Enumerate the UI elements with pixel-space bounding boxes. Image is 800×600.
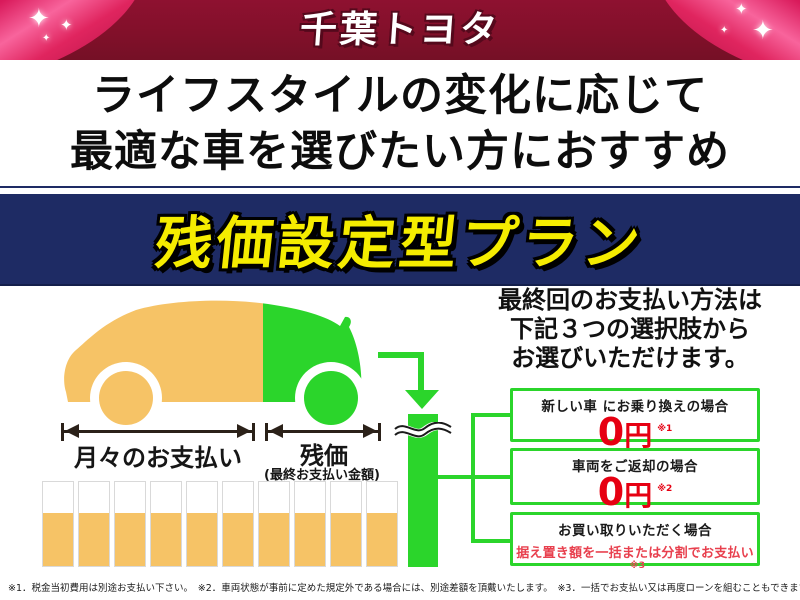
headline: ライフスタイルの変化に応じて 最適な車を選びたい方におすすめ (0, 60, 800, 186)
plan-title: 残価設定型プラン (152, 211, 647, 277)
residual-value-sublabel: (最終お支払い金額) (264, 468, 380, 483)
plan-banner: 残価設定型プラン (0, 194, 800, 286)
option-label: 車両をご返却の場合 (572, 459, 698, 475)
dealer-logo: 千葉トヨタ (298, 8, 502, 51)
sparkle-icon: ✦ (60, 16, 73, 34)
residual-flow-arrow-line (378, 352, 424, 358)
payment-bar (150, 481, 182, 567)
sparkle-icon: ✦ (42, 33, 51, 44)
payment-bar (258, 481, 290, 567)
footnote-marker: ※2 (657, 484, 673, 494)
option-box-return: 車両をご返却の場合 0円 ※2 (510, 448, 760, 511)
right-arrowhead-icon (363, 424, 377, 438)
payment-bar (78, 481, 110, 567)
sparkle-icon: ✦ (28, 4, 50, 34)
monthly-payment-label: 月々のお支払い (74, 444, 242, 472)
option-label: お買い取りいただく場合 (558, 523, 712, 539)
residual-flow-arrow-line (418, 352, 424, 392)
options-intro-line1: 最終回のお支払い方法は (498, 286, 762, 314)
amount-unit: 円 (624, 419, 653, 452)
option-detail: 据え置き額を一括または分割でお支払い※3 (513, 542, 757, 578)
headline-line1: ライフスタイルの変化に応じて (92, 71, 708, 121)
residual-value-label: 残価 (300, 442, 348, 470)
headline-line2: 最適な車を選びたい方におすすめ (70, 127, 730, 177)
header-banner: ✦ ✦ ✦ ✦ ✦ ✦ 千葉トヨタ (0, 0, 800, 60)
options-intro-line3: お選びいただけます。 (511, 344, 749, 372)
options-intro: 最終回のお支払い方法は 下記３つの選択肢から お選びいただけます。 (465, 286, 795, 373)
payment-bar (294, 481, 326, 567)
sparkle-icon: ✦ (735, 0, 748, 18)
payment-bar (42, 481, 74, 567)
rear-wheel (304, 371, 358, 425)
car-illustration (64, 300, 367, 430)
payment-bar (330, 481, 362, 567)
option-amount: 0円 ※2 (513, 473, 757, 515)
amount-unit: 円 (624, 479, 653, 512)
sparkle-icon: ✦ (752, 16, 774, 46)
footnote-marker: ※3 (629, 561, 646, 571)
footnote-marker: ※1 (657, 424, 673, 434)
right-arrowhead-icon (237, 424, 251, 438)
footnotes: ※1．税金当初費用は別途お支払い下さい。 ※2．車両状態が事前に定めた規定外であ… (8, 583, 800, 594)
residual-span-arrow (265, 423, 381, 441)
front-wheel (99, 371, 153, 425)
tick-mark (61, 423, 64, 441)
tick-mark (265, 423, 268, 441)
payment-bar (186, 481, 218, 567)
wavy-break-icon (392, 422, 454, 438)
divider-line (0, 186, 800, 188)
amount-value: 0 (597, 470, 625, 514)
left-arrowhead-icon (65, 424, 79, 438)
option-label: 新しい車 にお乗り換えの場合 (541, 399, 729, 415)
monthly-bars (42, 481, 398, 567)
connector-line (471, 413, 475, 543)
connector-line (471, 413, 513, 417)
residual-bar (408, 414, 438, 567)
down-arrow-icon (405, 390, 439, 409)
detail-text: 据え置き額を一括または分割でお支払い (516, 546, 754, 561)
sparkle-icon: ✦ (720, 25, 729, 36)
monthly-span-arrow (61, 423, 255, 441)
tick-mark (252, 423, 255, 441)
tick-mark (378, 423, 381, 441)
option-box-trade-in: 新しい車 にお乗り換えの場合 0円 ※1 (510, 388, 760, 451)
option-amount: 0円 ※1 (513, 413, 757, 455)
divider-gap (0, 188, 800, 194)
amount-value: 0 (597, 410, 625, 454)
diagram-area: 月々のお支払い 残価 (最終お支払い金額) 最終回のお支払い方法は 下記３つの選… (0, 286, 800, 573)
payment-bar (222, 481, 254, 567)
left-arrowhead-icon (269, 424, 283, 438)
options-intro-line2: 下記３つの選択肢から (510, 315, 750, 343)
connector-line (471, 539, 513, 543)
payment-bar (114, 481, 146, 567)
payment-bar (366, 481, 398, 567)
option-box-buyout: お買い取りいただく場合 据え置き額を一括または分割でお支払い※3 (510, 512, 760, 571)
